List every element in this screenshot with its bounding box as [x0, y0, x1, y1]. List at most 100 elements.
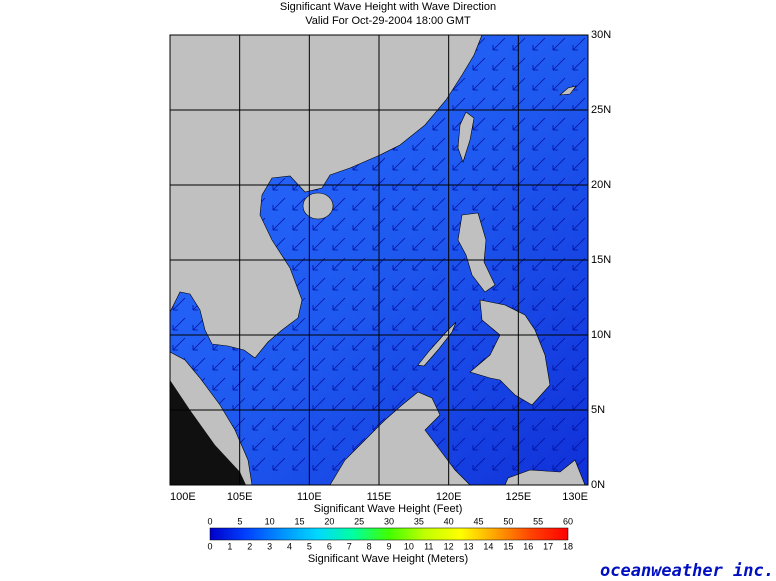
meter-tick-label: 5 — [307, 541, 312, 551]
title: Significant Wave Height with Wave Direct… — [280, 1, 496, 13]
wave-arrow — [312, 357, 326, 371]
wave-arrow — [392, 357, 406, 371]
wave-arrow — [572, 177, 586, 191]
wave-arrow — [312, 377, 326, 391]
wave-arrow — [232, 377, 246, 391]
visayas-mindanao — [469, 299, 551, 406]
wave-arrow — [532, 157, 546, 171]
wave-arrow — [272, 457, 286, 471]
wave-arrow — [472, 117, 486, 131]
wave-arrow — [192, 337, 206, 351]
wave-arrow — [352, 377, 366, 391]
wave-arrow — [412, 377, 426, 391]
wave-arrow — [272, 217, 286, 231]
feet-tick-label: 25 — [354, 516, 364, 526]
wave-arrow — [552, 57, 566, 71]
wave-arrow — [532, 137, 546, 151]
wave-arrow — [392, 217, 406, 231]
meter-tick-label: 1 — [227, 541, 232, 551]
wave-arrow — [512, 237, 526, 251]
wave-arrow — [532, 417, 546, 431]
hainan — [302, 192, 334, 220]
wave-arrow — [332, 337, 346, 351]
wave-arrow — [552, 377, 566, 391]
wave-arrow — [252, 377, 266, 391]
wave-arrow — [452, 377, 466, 391]
palawan — [417, 321, 457, 367]
wave-arrow — [452, 337, 466, 351]
wave-arrow — [472, 77, 486, 91]
wave-arrow — [332, 177, 346, 191]
wave-arrow — [212, 357, 226, 371]
wave-arrow — [212, 377, 226, 391]
wave-arrow — [432, 297, 446, 311]
wave-arrow — [532, 217, 546, 231]
wave-arrow — [292, 197, 306, 211]
wave-arrow — [412, 317, 426, 331]
x-tick-label: 105E — [227, 491, 253, 503]
wave-arrow — [492, 137, 506, 151]
wave-arrow — [332, 277, 346, 291]
taiwan — [457, 111, 475, 163]
wave-arrow — [412, 237, 426, 251]
wave-arrow — [432, 377, 446, 391]
wave-arrow — [572, 137, 586, 151]
wave-arrow — [512, 437, 526, 451]
meter-tick-label: 17 — [543, 541, 553, 551]
wave-arrow — [412, 177, 426, 191]
wave-arrow — [432, 417, 446, 431]
wave-arrow — [492, 237, 506, 251]
wave-arrow — [352, 297, 366, 311]
wave-arrow — [252, 417, 266, 431]
wave-arrow — [452, 297, 466, 311]
wave-arrow — [292, 317, 306, 331]
wave-arrow — [392, 377, 406, 391]
wave-arrow — [452, 357, 466, 371]
wave-arrow — [292, 457, 306, 471]
map — [169, 34, 589, 486]
wave-arrow — [332, 437, 346, 451]
y-tick-label: 0N — [591, 479, 605, 491]
wave-arrow — [252, 457, 266, 471]
wave-arrow — [472, 57, 486, 71]
wave-arrow — [472, 157, 486, 171]
wave-arrow — [332, 317, 346, 331]
meter-tick-label: 16 — [523, 541, 533, 551]
y-tick-label: 20N — [591, 179, 611, 191]
wave-arrow — [512, 37, 526, 51]
meter-tick-label: 10 — [404, 541, 414, 551]
wave-arrow — [532, 277, 546, 291]
wave-arrow — [472, 457, 486, 471]
wave-arrow — [552, 437, 566, 451]
wave-arrow — [552, 297, 566, 311]
wave-arrow — [492, 437, 506, 451]
wave-arrow — [572, 217, 586, 231]
wave-arrow — [552, 457, 566, 471]
meter-label: Significant Wave Height (Meters) — [308, 553, 468, 565]
feet-tick-label: 55 — [533, 516, 543, 526]
wave-arrow — [472, 417, 486, 431]
wave-arrow — [472, 197, 486, 211]
wave-arrow — [432, 317, 446, 331]
wave-arrow — [312, 417, 326, 431]
wave-arrow — [352, 417, 366, 431]
wave-arrow — [172, 337, 186, 351]
wave-arrow — [432, 117, 446, 131]
feet-tick-label: 40 — [444, 516, 454, 526]
meter-tick-label: 9 — [386, 541, 391, 551]
wave-arrow — [532, 57, 546, 71]
feet-label: Significant Wave Height (Feet) — [314, 503, 463, 515]
feet-tick-label: 60 — [563, 516, 573, 526]
wave-arrow — [292, 357, 306, 371]
y-tick-label: 15N — [591, 254, 611, 266]
wave-arrow — [312, 217, 326, 231]
wave-arrow — [332, 417, 346, 431]
wave-arrow — [572, 377, 586, 391]
wave-arrow — [552, 357, 566, 371]
wave-arrow — [572, 417, 586, 431]
wave-arrow — [312, 437, 326, 451]
feet-tick-label: 45 — [473, 516, 483, 526]
wave-arrow — [452, 417, 466, 431]
wave-arrow — [432, 357, 446, 371]
